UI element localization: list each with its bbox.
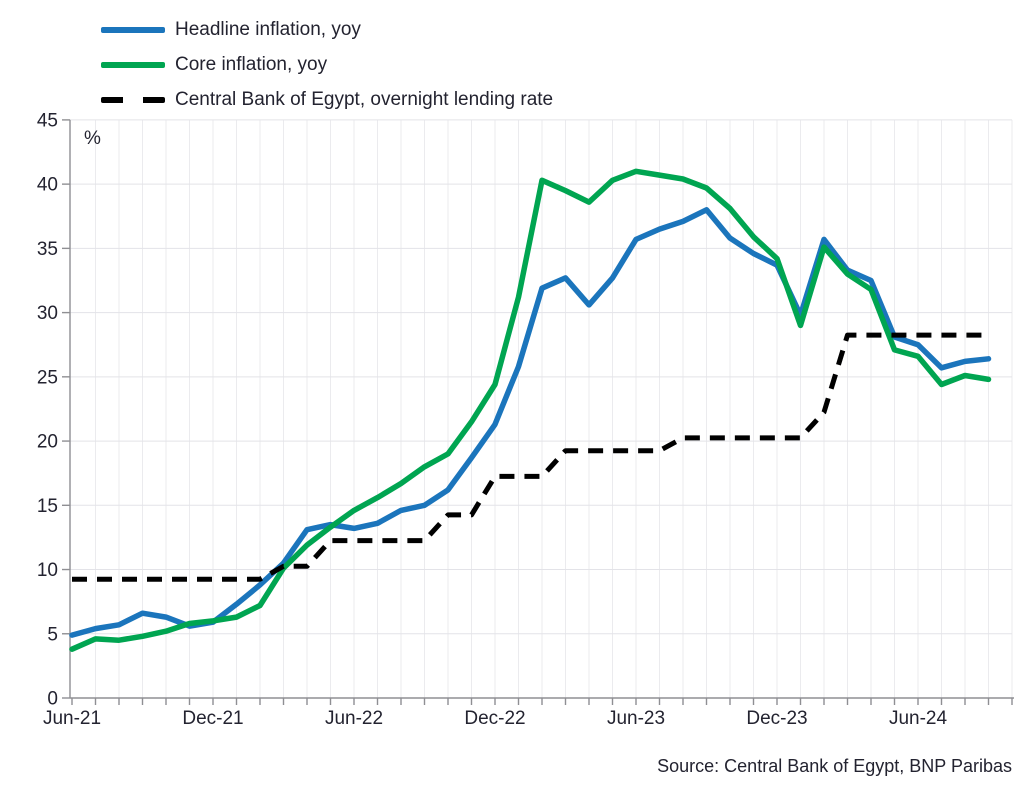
y-tick-label: 30 bbox=[37, 303, 58, 324]
series-line-headline-inflation-yoy bbox=[69, 207, 992, 638]
y-tick-label: 45 bbox=[37, 110, 58, 131]
y-tick-label: 5 bbox=[47, 624, 58, 645]
x-tick-label: Dec-23 bbox=[746, 708, 807, 729]
legend-label-lending-rate: Central Bank of Egypt, overnight lending… bbox=[175, 88, 554, 110]
legend-swatch-core bbox=[101, 61, 165, 68]
y-tick-label: 40 bbox=[37, 175, 58, 196]
x-tick-label: Jun-24 bbox=[889, 708, 948, 729]
y-tick-label: 10 bbox=[37, 560, 58, 581]
x-tick-label: Jun-23 bbox=[607, 708, 665, 729]
x-tick-label: Jun-21 bbox=[43, 708, 101, 729]
legend-item-core: Core inflation, yoy bbox=[101, 53, 553, 76]
y-tick-label: 15 bbox=[37, 496, 58, 517]
y-tick-label: 20 bbox=[37, 432, 58, 453]
x-tick-label: Dec-22 bbox=[464, 708, 525, 729]
y-tick-label: 35 bbox=[37, 239, 58, 260]
series-line-core-inflation-yoy bbox=[69, 168, 992, 652]
legend-swatch-headline bbox=[101, 26, 165, 33]
legend-swatch-lending-rate bbox=[101, 96, 165, 103]
x-tick-label: Jun-22 bbox=[325, 708, 383, 729]
legend-label-headline: Headline inflation, yoy bbox=[175, 18, 361, 40]
legend-item-headline: Headline inflation, yoy bbox=[101, 18, 553, 41]
legend-label-core: Core inflation, yoy bbox=[175, 53, 328, 75]
y-axis-unit-label: % bbox=[84, 128, 101, 149]
chart-legend: Headline inflation, yoy Core inflation, … bbox=[101, 18, 553, 111]
y-tick-label: 25 bbox=[37, 367, 58, 388]
y-tick-label: 0 bbox=[47, 689, 58, 710]
x-tick-label: Dec-21 bbox=[182, 708, 243, 729]
series-line-central-bank-of-egypt-overnigh bbox=[72, 332, 989, 582]
source-attribution: Source: Central Bank of Egypt, BNP Parib… bbox=[657, 756, 1012, 776]
legend-item-lending-rate: Central Bank of Egypt, overnight lending… bbox=[101, 88, 553, 111]
